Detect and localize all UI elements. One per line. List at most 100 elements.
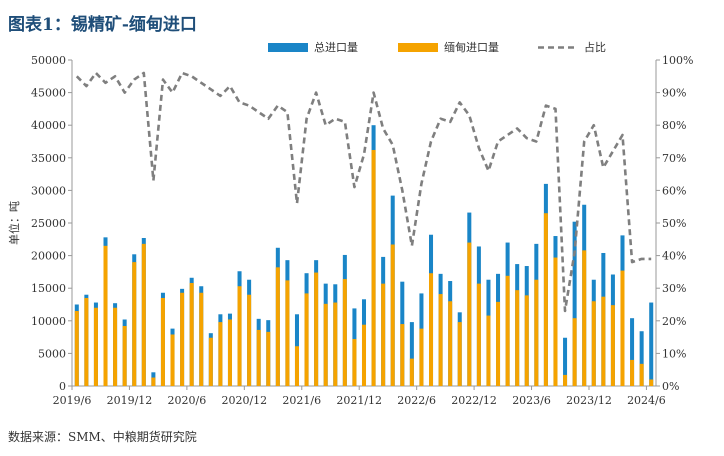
x-tick-label: 2021/12 bbox=[336, 394, 382, 407]
bar-myanmar bbox=[381, 283, 386, 386]
y2-tick-label: 60% bbox=[662, 184, 686, 197]
bar-myanmar bbox=[620, 270, 625, 386]
x-tick-label: 2019/6 bbox=[53, 394, 92, 407]
bar-myanmar bbox=[237, 286, 242, 386]
y2-tick-label: 10% bbox=[662, 347, 686, 360]
bar-myanmar bbox=[294, 346, 299, 386]
bar-myanmar bbox=[304, 293, 309, 386]
bar-myanmar bbox=[601, 296, 606, 386]
y2-tick-label: 30% bbox=[662, 282, 686, 295]
y-tick-label: 10000 bbox=[31, 315, 66, 328]
bar-myanmar bbox=[543, 213, 548, 386]
y-tick-label: 40000 bbox=[31, 119, 66, 132]
bar-myanmar bbox=[419, 328, 424, 386]
legend-swatch-myanmar bbox=[398, 43, 438, 52]
x-tick-label: 2020/12 bbox=[221, 394, 267, 407]
bar-myanmar bbox=[515, 290, 520, 386]
x-tick-label: 2023/6 bbox=[512, 394, 551, 407]
bar-myanmar bbox=[132, 262, 137, 386]
bar-myanmar bbox=[208, 337, 213, 386]
bar-total bbox=[409, 322, 414, 386]
y2-tick-label: 0% bbox=[662, 380, 679, 393]
bar-myanmar bbox=[371, 149, 376, 386]
bar-myanmar bbox=[285, 280, 290, 386]
bar-myanmar bbox=[323, 303, 328, 386]
bar-myanmar bbox=[591, 301, 596, 386]
bar-myanmar bbox=[390, 244, 395, 386]
y2-tick-label: 80% bbox=[662, 119, 686, 132]
bar-myanmar bbox=[409, 358, 414, 386]
bar-myanmar bbox=[199, 292, 204, 386]
bar-myanmar bbox=[141, 243, 146, 386]
bar-myanmar bbox=[122, 326, 127, 386]
bar-myanmar bbox=[563, 374, 568, 386]
bar-myanmar bbox=[74, 311, 79, 386]
x-tick-label: 2022/12 bbox=[451, 394, 497, 407]
bar-myanmar bbox=[429, 273, 434, 386]
ratio-line bbox=[75, 71, 652, 313]
bar-myanmar bbox=[438, 294, 443, 386]
y-tick-label: 35000 bbox=[31, 152, 66, 165]
bar-myanmar bbox=[610, 305, 615, 386]
bar-myanmar bbox=[275, 267, 280, 386]
bar-myanmar bbox=[400, 324, 405, 386]
x-tick-label: 2022/6 bbox=[397, 394, 436, 407]
bar-myanmar bbox=[333, 302, 338, 386]
bar-myanmar bbox=[160, 297, 165, 386]
y-tick-label: 0 bbox=[59, 380, 66, 393]
bar-myanmar bbox=[639, 363, 644, 386]
legend-label-myanmar: 缅甸进口量 bbox=[444, 40, 499, 54]
y-tick-label: 50000 bbox=[31, 54, 66, 67]
y2-tick-label: 100% bbox=[662, 54, 693, 67]
bar-myanmar bbox=[630, 359, 635, 386]
bar-myanmar bbox=[361, 324, 367, 386]
y2-tick-label: 40% bbox=[662, 250, 686, 263]
bar-myanmar bbox=[505, 275, 510, 386]
bar-total bbox=[572, 221, 577, 386]
bar-myanmar bbox=[553, 257, 558, 386]
bar-total bbox=[649, 302, 654, 386]
bar-myanmar bbox=[113, 307, 118, 386]
bar-total bbox=[639, 331, 644, 386]
bar-myanmar bbox=[457, 322, 462, 386]
bar-myanmar bbox=[572, 318, 577, 386]
bar-myanmar bbox=[524, 295, 529, 386]
bar-myanmar bbox=[218, 322, 223, 386]
bar-myanmar bbox=[266, 331, 271, 386]
bar-myanmar bbox=[649, 379, 654, 386]
bar-myanmar bbox=[103, 245, 108, 386]
x-tick-label: 2024/6 bbox=[627, 394, 666, 407]
y2-tick-label: 50% bbox=[662, 217, 686, 230]
bar-myanmar bbox=[189, 282, 194, 386]
bar-myanmar bbox=[342, 279, 347, 386]
bar-myanmar bbox=[170, 334, 175, 386]
y-tick-label: 30000 bbox=[31, 184, 66, 197]
y-tick-label: 20000 bbox=[31, 250, 66, 263]
y-tick-label: 15000 bbox=[31, 282, 66, 295]
x-tick-label: 2019/12 bbox=[107, 394, 153, 407]
y-tick-label: 45000 bbox=[31, 87, 66, 100]
bar-total bbox=[563, 337, 568, 386]
bar-myanmar bbox=[496, 301, 501, 386]
legend-swatch-total bbox=[268, 43, 308, 52]
y-tick-label: 25000 bbox=[31, 217, 66, 230]
bar-myanmar bbox=[448, 301, 453, 386]
bar-myanmar bbox=[352, 339, 357, 386]
x-tick-label: 2021/6 bbox=[282, 394, 321, 407]
legend-label-ratio: 占比 bbox=[584, 40, 606, 54]
bar-myanmar bbox=[476, 283, 481, 386]
bar-myanmar bbox=[486, 315, 491, 386]
bar-myanmar bbox=[151, 377, 156, 386]
bar-myanmar bbox=[256, 329, 261, 386]
bar-myanmar bbox=[227, 319, 232, 386]
bar-total bbox=[630, 318, 635, 386]
bar-myanmar bbox=[314, 272, 319, 386]
bar-myanmar bbox=[180, 292, 185, 386]
bar-myanmar bbox=[93, 307, 98, 386]
bar-myanmar bbox=[247, 294, 252, 386]
y2-tick-label: 70% bbox=[662, 152, 686, 165]
data-source: 数据来源：SMM、中粮期货研究院 bbox=[8, 430, 197, 444]
bar-myanmar bbox=[582, 250, 587, 386]
y2-tick-label: 90% bbox=[662, 87, 686, 100]
